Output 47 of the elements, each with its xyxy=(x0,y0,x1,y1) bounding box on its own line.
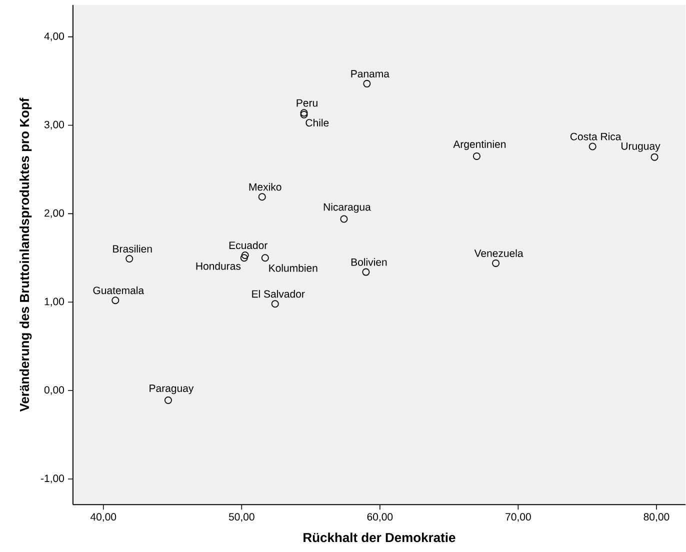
annotation: Honduras xyxy=(196,262,241,270)
point xyxy=(112,296,120,304)
point xyxy=(261,254,269,262)
point xyxy=(363,80,371,88)
point xyxy=(362,268,370,276)
annotation: Kolumbien xyxy=(269,264,318,272)
y-tick-label: 2,00 xyxy=(44,210,64,218)
x-tick-label: 80,00 xyxy=(644,513,670,522)
point xyxy=(492,260,500,268)
annotation: Paraguay xyxy=(150,384,194,394)
x-axis-title: Rückhalt der Demokratie xyxy=(304,532,456,542)
annotation: Brasilien xyxy=(113,245,152,253)
point xyxy=(126,255,134,263)
point xyxy=(300,111,308,119)
point xyxy=(650,154,658,162)
annotation: Mexiko xyxy=(249,183,282,191)
x-tick-label: 70,00 xyxy=(506,513,531,522)
x-tick-label: 60,00 xyxy=(367,513,393,522)
y-tick-label: -1,00 xyxy=(40,474,64,484)
annotation: Bolivien xyxy=(351,258,387,266)
annotation: Uruguay xyxy=(621,142,660,152)
point xyxy=(240,254,248,262)
y-tick-label: 0,00 xyxy=(44,386,64,396)
y-tick-label: 1,00 xyxy=(44,298,64,307)
annotation: Chile xyxy=(306,119,329,127)
annotation: Ecuador xyxy=(229,242,268,250)
annotation: Nicaragua xyxy=(324,203,371,213)
y-axis-title: Veränderung des Bruttoinlandsproduktes pro Kopf xyxy=(20,98,32,412)
point xyxy=(271,300,279,308)
annotation: Guatemala xyxy=(93,286,144,294)
point xyxy=(241,252,249,260)
y-tick-label: 4,00 xyxy=(44,32,64,42)
point xyxy=(164,396,172,404)
point xyxy=(588,142,596,150)
annotation: El Salvador xyxy=(252,290,305,298)
point xyxy=(300,109,308,117)
annotation: Argentinien xyxy=(453,140,506,150)
annotation: Costa Rica xyxy=(570,132,622,140)
point xyxy=(472,152,480,160)
x-tick-label: 50,00 xyxy=(228,513,254,522)
point xyxy=(258,193,266,201)
point xyxy=(340,215,348,223)
x-tick-label: 40,00 xyxy=(90,513,116,522)
annotation: Venezuela xyxy=(474,250,524,258)
annotation: Panama xyxy=(351,70,390,78)
y-tick-label: 3,00 xyxy=(44,121,64,130)
annotation: Peru xyxy=(296,100,318,107)
